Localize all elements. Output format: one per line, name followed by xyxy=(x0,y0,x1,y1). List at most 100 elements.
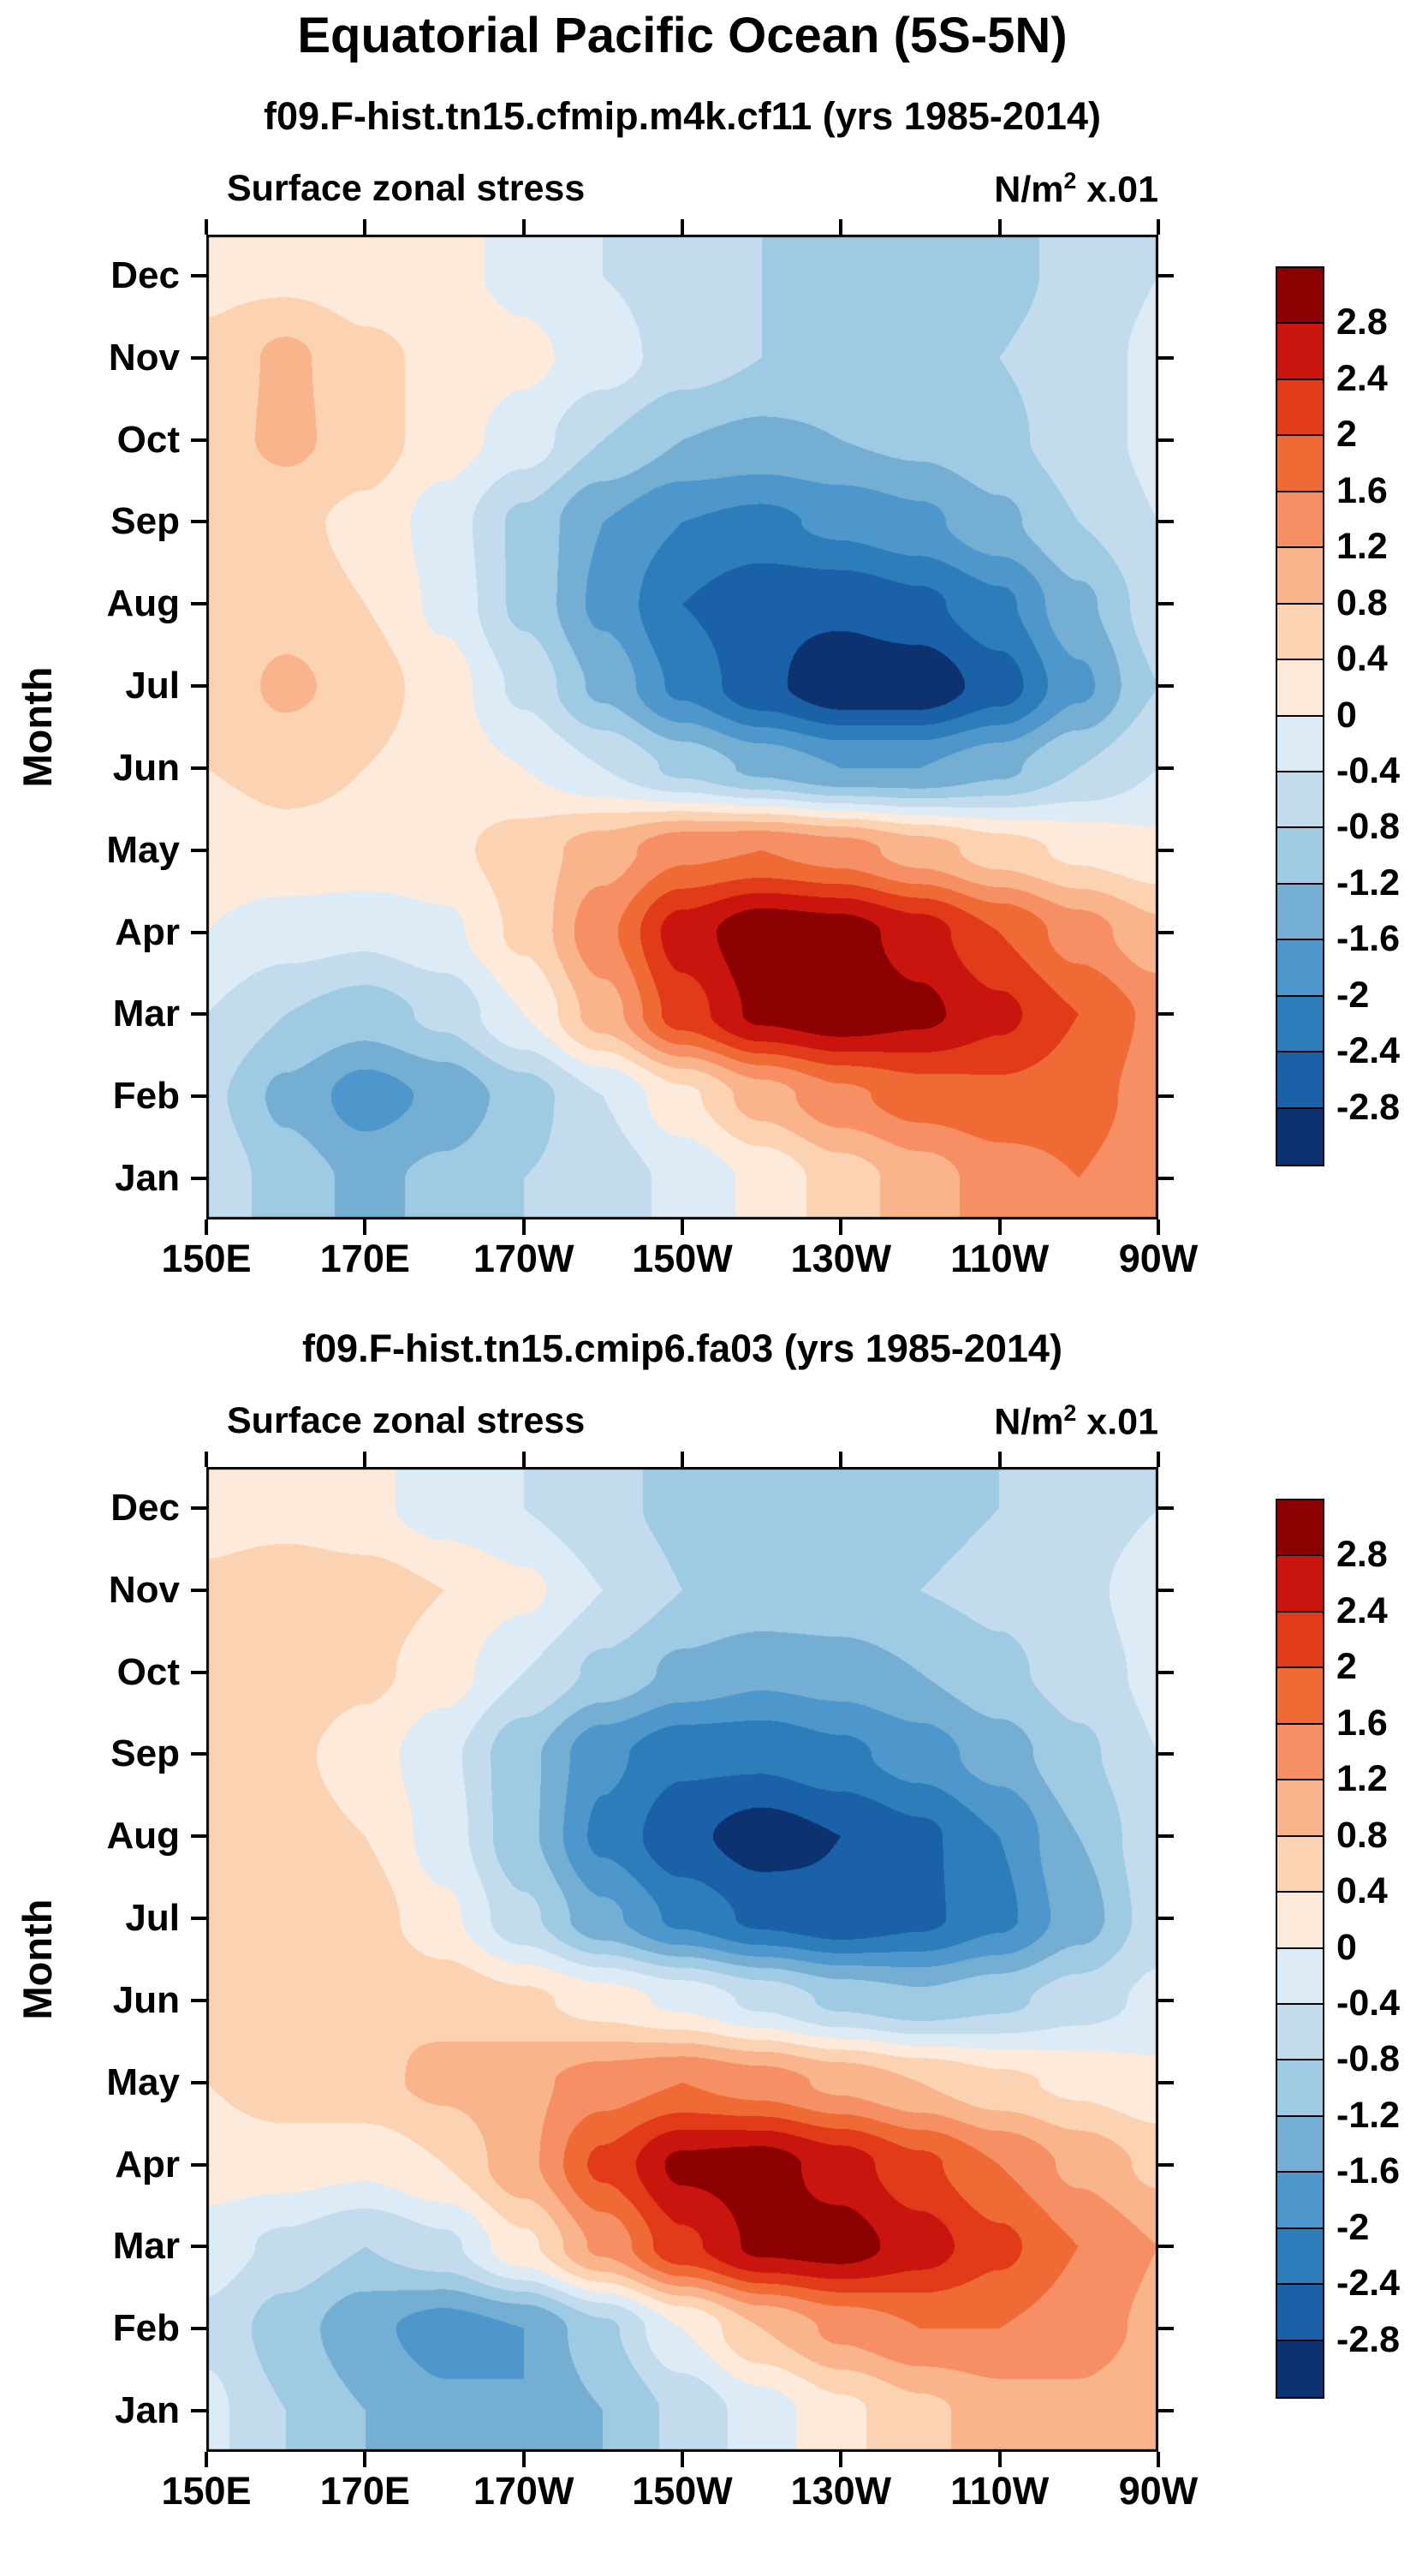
month-axis-label: Dec xyxy=(110,1486,180,1529)
month-axis-tick xyxy=(1158,1752,1174,1756)
month-axis-label: Jan xyxy=(115,2389,180,2432)
month-axis-label: Jun xyxy=(112,1978,180,2021)
month-axis-label: Sep xyxy=(110,500,180,543)
colorbar-box xyxy=(1277,716,1323,772)
month-axis-tick xyxy=(191,2162,206,2167)
colorbar-tick-label: -0.8 xyxy=(1336,2038,1401,2080)
x-axis-tick-label: 150W xyxy=(632,2469,733,2513)
month-axis-tick xyxy=(191,766,206,770)
colorbar-box xyxy=(1277,1612,1323,1669)
colorbar-box xyxy=(1277,884,1323,941)
x-axis-tick xyxy=(997,2452,1002,2467)
colorbar-box xyxy=(1277,604,1323,661)
colorbar-tick-label: 2.4 xyxy=(1336,1589,1388,1631)
month-axis-tick xyxy=(191,930,206,934)
x-axis-tick xyxy=(681,2452,684,2467)
colorbar-tick-label: 1.6 xyxy=(1336,1702,1388,1744)
month-axis-tick xyxy=(191,1998,206,2002)
month-axis-label: Mar xyxy=(112,2225,180,2268)
month-axis-tick xyxy=(191,273,206,277)
panel1-subtitle: f09.F-hist.tn15.cfmip.m4k.cf11 (yrs 1985… xyxy=(264,94,1101,138)
month-axis-tick xyxy=(191,848,206,852)
colorbar-tick-label: -2.8 xyxy=(1336,2318,1401,2360)
month-axis-tick xyxy=(1158,1012,1174,1017)
month-axis-label: Jun xyxy=(112,746,180,789)
colorbar-tick-label: -1.2 xyxy=(1336,2094,1401,2136)
colorbar-box xyxy=(1277,2060,1323,2117)
x-axis-tick-label: 170E xyxy=(319,2469,410,2513)
month-axis-tick xyxy=(1158,1588,1174,1592)
colorbar-box xyxy=(1277,940,1323,997)
month-axis-label: Apr xyxy=(115,2143,180,2185)
colorbar-box xyxy=(1277,324,1323,380)
x-axis-tick xyxy=(205,219,208,235)
colorbar-box xyxy=(1277,772,1323,829)
month-axis-tick xyxy=(191,1506,206,1510)
panel2-subtitle: f09.F-hist.tn15.cmip6.fa03 (yrs 1985-201… xyxy=(302,1327,1062,1370)
month-axis-tick xyxy=(191,2409,206,2413)
colorbar-box xyxy=(1277,2228,1323,2286)
colorbar-tick-label: 0.8 xyxy=(1336,1814,1388,1856)
colorbar-box xyxy=(1277,379,1323,437)
month-axis-label: Aug xyxy=(106,582,180,625)
x-axis-tick xyxy=(205,1452,208,1467)
month-axis-tick xyxy=(191,2327,206,2331)
month-axis-label: Nov xyxy=(108,336,180,379)
colorbar xyxy=(1276,266,1324,1166)
colorbar-tick-label: -1.6 xyxy=(1336,918,1401,960)
month-axis-tick xyxy=(1158,1094,1174,1099)
x-axis-tick-label: 110W xyxy=(950,2469,1050,2513)
colorbar-tick-label: 0.8 xyxy=(1336,581,1388,623)
month-axis-tick xyxy=(191,1834,206,1839)
month-axis-label: Feb xyxy=(112,2307,180,2350)
x-axis-tick-label: 90W xyxy=(1118,2469,1199,2513)
panel2-left-header: Surface zonal stress xyxy=(227,1400,586,1441)
x-axis-tick xyxy=(205,1219,208,1235)
colorbar-box xyxy=(1277,492,1323,549)
colorbar-tick-label: -0.8 xyxy=(1336,806,1401,848)
month-axis-tick xyxy=(1158,273,1174,277)
x-axis-tick xyxy=(839,2452,843,2467)
colorbar-box xyxy=(1277,2116,1323,2174)
month-axis-tick xyxy=(1158,1834,1174,1839)
x-axis-tick xyxy=(363,2452,367,2467)
colorbar-box xyxy=(1277,436,1323,492)
y-axis-title: Month xyxy=(15,1899,60,2020)
month-axis-tick xyxy=(1158,438,1174,442)
colorbar-tick-label: -2 xyxy=(1336,2206,1370,2248)
x-axis-tick xyxy=(997,1219,1002,1235)
x-axis-tick xyxy=(997,1452,1002,1467)
colorbar-tick-label: -2.4 xyxy=(1336,2263,1401,2305)
month-axis-tick xyxy=(191,1670,206,1674)
colorbar-box xyxy=(1277,1668,1323,1725)
x-axis-tick xyxy=(521,2452,526,2467)
colorbar-box xyxy=(1277,2340,1323,2397)
month-axis-tick xyxy=(191,1177,206,1181)
colorbar-box xyxy=(1277,828,1323,885)
month-axis-tick xyxy=(1158,1917,1174,1921)
x-axis-tick xyxy=(1157,1452,1160,1467)
month-axis-label: Dec xyxy=(110,253,180,296)
x-axis-tick-label: 170W xyxy=(473,2469,574,2513)
colorbar-tick-label: -2.8 xyxy=(1336,1086,1401,1128)
colorbar-tick-label: 0.4 xyxy=(1336,1870,1388,1912)
colorbar-box xyxy=(1277,1948,1323,2005)
month-axis-label: Oct xyxy=(116,418,180,461)
month-axis-tick xyxy=(191,355,206,360)
month-axis-tick xyxy=(191,1917,206,1921)
colorbar-tick-label: -1.2 xyxy=(1336,862,1401,903)
month-axis-tick xyxy=(191,520,206,524)
x-axis-tick xyxy=(363,1219,367,1235)
y-axis-title: Month xyxy=(15,666,60,788)
x-axis-tick-label: 170E xyxy=(319,1237,410,1280)
colorbar-box xyxy=(1277,1724,1323,1781)
month-axis-label: Nov xyxy=(108,1568,180,1611)
x-axis-tick xyxy=(839,219,843,235)
colorbar-box xyxy=(1277,2285,1323,2341)
month-axis-tick xyxy=(1158,848,1174,852)
colorbar-tick-label: -0.4 xyxy=(1336,749,1401,791)
colorbar-box xyxy=(1277,1556,1323,1613)
colorbar-tick-label: -0.4 xyxy=(1336,1982,1401,2024)
month-axis-tick xyxy=(1158,355,1174,360)
x-axis-tick xyxy=(839,1452,843,1467)
